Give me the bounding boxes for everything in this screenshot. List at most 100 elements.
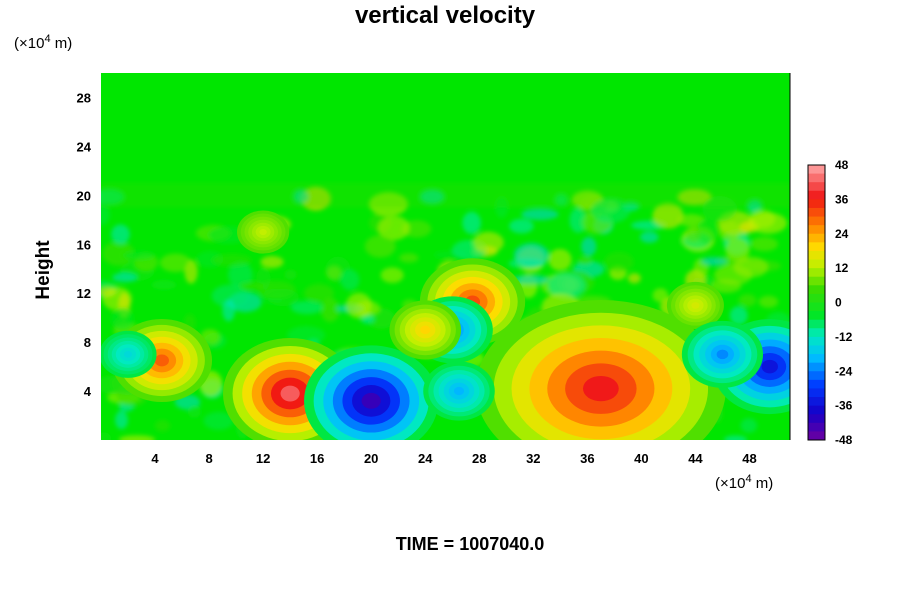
texture-patch xyxy=(123,250,155,261)
texture-patch xyxy=(364,235,396,258)
x-tick-label: 48 xyxy=(742,451,756,466)
colorbar-tick-label: 0 xyxy=(835,296,842,310)
colorbar xyxy=(807,164,826,441)
y-unit-label: (×104 m) xyxy=(14,33,72,52)
texture-patch xyxy=(652,203,684,229)
texture-patch xyxy=(508,257,546,269)
x-tick-label: 12 xyxy=(256,451,270,466)
contour-ring xyxy=(154,354,169,367)
contour-ring xyxy=(259,228,267,236)
texture-patch xyxy=(733,256,769,278)
texture-patch xyxy=(320,297,340,323)
contour-ring xyxy=(420,325,431,335)
colorbar-segment xyxy=(808,207,825,218)
texture-patch xyxy=(738,294,757,307)
plot-area xyxy=(101,73,790,440)
velocity-feature xyxy=(423,361,495,421)
texture-patch xyxy=(345,292,372,319)
x-tick-label: 44 xyxy=(688,451,703,466)
colorbar-segment xyxy=(808,216,825,226)
texture-patch xyxy=(211,284,249,308)
colorbar-segment xyxy=(808,345,825,355)
velocity-feature xyxy=(101,330,157,378)
texture-patch xyxy=(695,218,718,245)
colorbar-segment xyxy=(808,199,825,209)
y-unit-suffix: m) xyxy=(51,35,73,52)
contour-ring xyxy=(716,349,729,360)
y-tick-label: 20 xyxy=(77,188,91,203)
colorbar-tick-label: 12 xyxy=(835,261,849,275)
texture-patch xyxy=(652,288,669,303)
texture-patch xyxy=(510,274,550,285)
colorbar-segment xyxy=(808,328,825,338)
colorbar-tick-label: -48 xyxy=(835,433,853,447)
texture-patch xyxy=(640,231,659,243)
colorbar-segment xyxy=(808,354,825,364)
texture-patch xyxy=(151,279,177,290)
x-unit-label: (×104 m) xyxy=(715,473,773,492)
texture-patch xyxy=(677,214,705,227)
colorbar-tick-label: -36 xyxy=(835,399,853,413)
velocity-feature xyxy=(304,345,439,440)
colorbar-segment xyxy=(808,397,825,407)
colorbar-segment xyxy=(808,422,825,432)
texture-patch xyxy=(718,220,741,242)
colorbar-segment xyxy=(808,165,825,175)
texture-patch xyxy=(154,419,171,432)
texture-patch xyxy=(340,269,360,291)
contour-ring xyxy=(761,359,778,374)
texture-patch xyxy=(581,236,597,257)
colorbar-tick-label: 24 xyxy=(835,227,849,241)
texture-patch xyxy=(729,306,748,325)
texture-patch xyxy=(102,241,135,266)
y-tick-label: 24 xyxy=(77,139,92,154)
texture-patch xyxy=(740,418,758,433)
y-tick-label: 12 xyxy=(77,286,91,301)
texture-patch xyxy=(509,218,534,234)
contour-ring xyxy=(123,351,133,358)
colorbar-segment xyxy=(808,371,825,381)
colorbar-segment xyxy=(808,388,825,398)
time-label: TIME = 1007040.0 xyxy=(396,534,545,554)
texture-patch xyxy=(267,288,299,307)
texture-patch xyxy=(473,231,504,254)
velocity-features xyxy=(101,210,790,440)
texture-patch xyxy=(112,272,138,283)
colorbar-segment xyxy=(808,293,825,303)
colorbar-segment xyxy=(808,319,825,329)
texture-patch xyxy=(548,248,572,271)
x-unit-prefix: (×10 xyxy=(715,475,745,492)
texture-patch xyxy=(521,208,559,221)
y-unit-exp: 4 xyxy=(44,33,50,45)
texture-patch xyxy=(284,269,297,280)
colorbar-segment xyxy=(808,285,825,295)
x-tick-label: 8 xyxy=(205,451,212,466)
colorbar-segment xyxy=(808,414,825,424)
texture-patch xyxy=(710,278,742,293)
velocity-feature xyxy=(475,300,726,440)
texture-patch xyxy=(110,307,134,331)
texture-patch xyxy=(159,253,191,273)
colorbar-tick-label: 48 xyxy=(835,158,849,172)
x-tick-label: 40 xyxy=(634,451,648,466)
colorbar-frame xyxy=(807,164,826,441)
x-tick-labels: 4 8 12 16 20 24 28 32 36 40 44 48 xyxy=(151,451,756,466)
texture-patch xyxy=(239,281,264,291)
texture-patch xyxy=(222,299,236,322)
colorbar-segment xyxy=(808,336,825,346)
colorbar-tick-label: -24 xyxy=(835,364,853,378)
y-tick-label: 8 xyxy=(84,335,91,350)
x-tick-label: 28 xyxy=(472,451,486,466)
texture-patch xyxy=(111,224,130,245)
y-tick-labels: 4 8 12 16 20 24 28 xyxy=(77,90,92,399)
y-tick-label: 4 xyxy=(84,384,92,399)
texture-patch xyxy=(203,411,234,430)
texture-patch xyxy=(627,272,641,284)
velocity-feature xyxy=(681,320,764,388)
colorbar-segment xyxy=(808,311,825,321)
x-unit-suffix: m) xyxy=(752,475,774,492)
texture-patch xyxy=(750,236,779,252)
colorbar-tick-label: 36 xyxy=(835,192,849,206)
contour-ring xyxy=(280,385,300,402)
